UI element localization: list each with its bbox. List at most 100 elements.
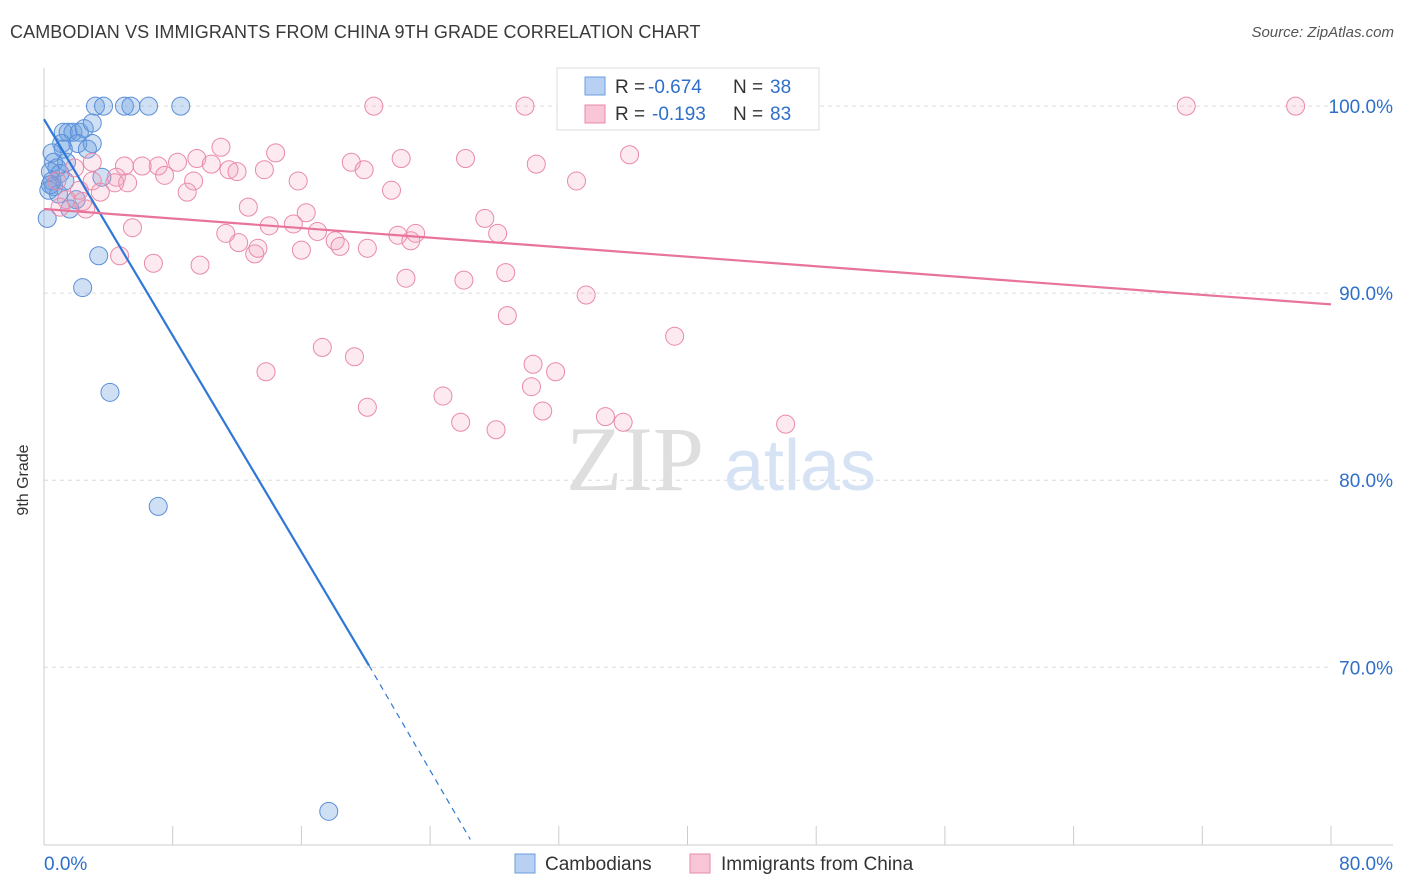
china-point bbox=[238, 197, 258, 217]
china-point bbox=[533, 401, 553, 421]
china-point bbox=[488, 223, 508, 243]
china-point bbox=[406, 223, 426, 243]
china-point bbox=[497, 306, 517, 326]
trend-lines bbox=[43, 118, 1332, 840]
china-point bbox=[776, 414, 796, 434]
bottom-legend: Cambodians Immigrants from China bbox=[514, 853, 914, 875]
china-point bbox=[391, 148, 411, 168]
china-point bbox=[546, 362, 566, 382]
x-tick-label: 80.0% bbox=[1339, 854, 1393, 875]
y-tick-label: 80.0% bbox=[1339, 471, 1393, 492]
china-point bbox=[296, 203, 316, 223]
x-tick-label: 0.0% bbox=[44, 854, 87, 875]
stats-legend: R = -0.674 N = 38 R = -0.193 N = 83 bbox=[556, 67, 820, 131]
china-point bbox=[433, 386, 453, 406]
china-point bbox=[168, 152, 188, 172]
china-point bbox=[143, 253, 163, 273]
china-point bbox=[486, 420, 506, 440]
china-point bbox=[396, 268, 416, 288]
china-point bbox=[523, 354, 543, 374]
china-point bbox=[82, 152, 102, 172]
stats-swatch-china bbox=[584, 104, 606, 124]
china-point bbox=[1286, 96, 1306, 116]
cambodian-point bbox=[139, 96, 159, 116]
legend-swatch-china bbox=[689, 853, 711, 874]
stats-r-value-2: -0.193 bbox=[652, 104, 706, 125]
china-point bbox=[665, 326, 685, 346]
china-point bbox=[57, 190, 77, 210]
china-point bbox=[312, 337, 332, 357]
cambodian-point bbox=[73, 278, 93, 298]
china-point bbox=[288, 171, 308, 191]
china-point bbox=[245, 244, 265, 264]
stats-n-label-2: N = bbox=[733, 104, 763, 125]
stats-r-label-1: R = bbox=[615, 77, 645, 98]
china-point bbox=[201, 154, 221, 174]
watermark: ZIP atlas bbox=[566, 408, 876, 510]
cambodian-point bbox=[63, 122, 83, 142]
china-point bbox=[496, 263, 516, 283]
china-point bbox=[613, 412, 633, 432]
source-label: Source: ZipAtlas.com bbox=[1251, 24, 1394, 41]
cambodian-point bbox=[55, 171, 75, 191]
cambodian-point bbox=[319, 801, 339, 821]
cambodian-point bbox=[92, 167, 112, 187]
y-tick-label: 70.0% bbox=[1339, 658, 1393, 679]
cambodian-trend-line bbox=[43, 118, 370, 666]
cambodian-point bbox=[82, 113, 102, 133]
china-point bbox=[219, 160, 239, 180]
china-point bbox=[1176, 96, 1196, 116]
china-point bbox=[566, 171, 586, 191]
cambodian-point bbox=[94, 96, 114, 116]
cambodian-point bbox=[171, 96, 191, 116]
cambodian-point bbox=[89, 246, 109, 266]
china-point bbox=[266, 143, 286, 163]
china-point bbox=[354, 160, 374, 180]
china-point bbox=[190, 255, 210, 275]
cambodian-point bbox=[85, 96, 105, 116]
cambodian-point bbox=[100, 382, 120, 402]
legend-label-china: Immigrants from China bbox=[721, 854, 914, 875]
cambodian-point bbox=[68, 134, 88, 154]
china-point bbox=[381, 180, 401, 200]
china-point bbox=[211, 137, 231, 157]
china-point bbox=[576, 285, 596, 305]
china-point bbox=[90, 182, 110, 202]
china-point bbox=[515, 96, 535, 116]
chart-title: CAMBODIAN VS IMMIGRANTS FROM CHINA 9TH G… bbox=[10, 22, 701, 42]
china-point bbox=[521, 377, 541, 397]
china-point bbox=[216, 223, 236, 243]
china-point bbox=[50, 197, 70, 217]
china-point bbox=[148, 156, 168, 176]
china-point bbox=[291, 240, 311, 260]
china-point bbox=[132, 156, 152, 176]
cambodian-trend-line-extension bbox=[368, 665, 471, 840]
china-point bbox=[526, 154, 546, 174]
china-point bbox=[283, 214, 303, 234]
stats-n-value-2: 83 bbox=[770, 104, 791, 125]
y-tick-label: 90.0% bbox=[1339, 284, 1393, 305]
axes bbox=[43, 68, 1393, 846]
data-points bbox=[37, 96, 1306, 821]
watermark-zip: ZIP bbox=[566, 408, 704, 510]
tick-labels: 100.0% 90.0% 80.0% 70.0% 0.0% 80.0% bbox=[44, 97, 1393, 875]
china-point bbox=[307, 221, 327, 241]
china-point bbox=[122, 218, 142, 238]
stats-n-value-1: 38 bbox=[770, 77, 791, 98]
china-point bbox=[254, 160, 274, 180]
china-point bbox=[177, 182, 197, 202]
stats-r-value-1: -0.674 bbox=[648, 77, 702, 98]
china-point bbox=[330, 236, 350, 256]
china-point bbox=[344, 347, 364, 367]
cambodian-point bbox=[114, 96, 134, 116]
china-point bbox=[105, 173, 125, 193]
china-point bbox=[451, 412, 471, 432]
legend-swatch-cambodians bbox=[514, 853, 536, 874]
stats-n-label-1: N = bbox=[733, 77, 763, 98]
cambodian-point bbox=[148, 496, 168, 516]
stats-swatch-cambodians bbox=[584, 76, 606, 96]
china-point bbox=[595, 407, 615, 427]
china-point bbox=[118, 173, 138, 193]
china-point bbox=[155, 165, 175, 185]
china-point bbox=[248, 238, 268, 258]
